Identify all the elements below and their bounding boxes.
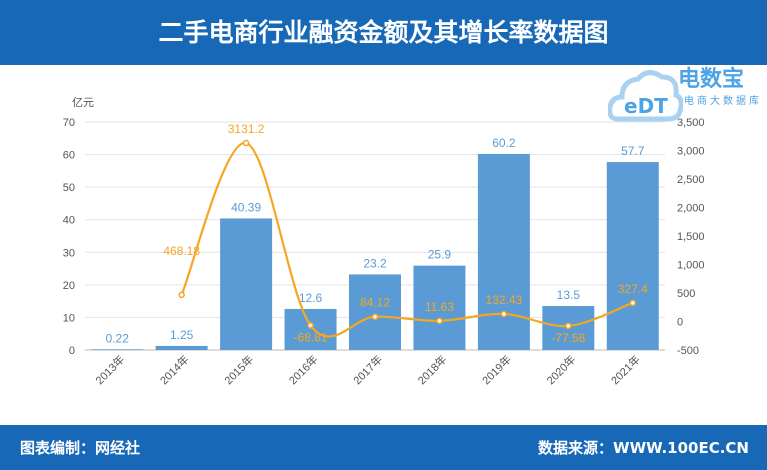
footer-credit: 图表编制：网经社 — [20, 439, 141, 457]
y-tick-label: 40 — [63, 215, 75, 227]
footer-source: 数据来源：WWW.100EC.CN — [538, 439, 749, 457]
growth-value-label: -77.58 — [551, 331, 585, 345]
cloud-logo-icon: eDT — [608, 70, 683, 122]
bar-value-label: 13.5 — [557, 288, 581, 302]
growth-value-label: 132.43 — [486, 293, 523, 307]
x-tick-label: 2019年 — [479, 352, 514, 387]
bar-value-label: 1.25 — [170, 328, 194, 342]
bar-value-label: 40.39 — [231, 200, 261, 214]
x-tick-label: 2017年 — [350, 352, 385, 387]
growth-value-label: 327.4 — [618, 282, 648, 296]
growth-value-label: 468.18 — [163, 244, 200, 258]
x-tick-label: 2014年 — [157, 352, 192, 387]
growth-point — [629, 299, 637, 307]
bar — [155, 345, 208, 350]
y-tick-label: 10 — [63, 312, 75, 324]
growth-point — [178, 291, 185, 299]
growth-value-label: 11.63 — [425, 300, 454, 314]
growth-point — [242, 139, 250, 147]
x-tick-label: 2021年 — [608, 352, 643, 387]
bar — [413, 265, 466, 350]
bar — [284, 308, 337, 350]
growth-point — [307, 322, 314, 329]
growth-point — [565, 322, 572, 330]
logo-name: 电数宝 — [678, 67, 745, 92]
bar-value-label: 60.2 — [492, 136, 516, 150]
y2-tick-label: 1,500 — [677, 231, 705, 243]
y2-tick-label: 2,500 — [677, 174, 705, 186]
y-axis-label: 亿元 — [72, 96, 94, 109]
y2-tick-label: 1,000 — [677, 260, 705, 272]
logo-subtitle: 电商大数据库 — [684, 96, 762, 107]
bar-value-label: 0.22 — [106, 331, 130, 345]
x-tick-label: 2016年 — [286, 352, 321, 387]
bar — [606, 162, 659, 350]
y-tick-label: 50 — [63, 182, 75, 194]
y2-tick-label: -500 — [677, 345, 699, 357]
growth-value-label: 3131.2 — [228, 122, 265, 136]
y-tick-label: 70 — [63, 117, 75, 129]
growth-point — [500, 310, 508, 318]
y-tick-label: 20 — [63, 280, 75, 292]
y2-tick-label: 0 — [677, 317, 683, 329]
x-tick-label: 2018年 — [415, 352, 450, 387]
bar-value-label: 25.9 — [428, 248, 452, 262]
bar-value-label: 57.7 — [621, 144, 645, 158]
x-tick-label: 2015年 — [221, 352, 256, 387]
y2-tick-label: 2,000 — [677, 203, 705, 215]
growth-point — [436, 317, 443, 325]
bar — [349, 274, 401, 350]
y-tick-label: 0 — [69, 345, 75, 357]
bar-value-label: 23.2 — [363, 256, 387, 270]
growth-value-label: 84.12 — [360, 296, 390, 310]
y2-tick-label: 500 — [677, 288, 695, 300]
chart: 亿元 0 10 20 30 40 50 60 70 -500 0 500 1,000 1,500 2,000… — [63, 96, 705, 387]
x-tick-label: 2020年 — [543, 352, 578, 387]
y-tick-label: 60 — [63, 150, 75, 162]
growth-value-label: -68.81 — [294, 330, 328, 344]
y2-tick-label: 3,000 — [677, 146, 705, 158]
bar-value-label: 12.6 — [299, 291, 323, 305]
footer: 图表编制：网经社 数据来源：WWW.100EC.CN — [0, 425, 767, 470]
x-tick-label: 2013年 — [92, 352, 127, 387]
svg-text:eDT: eDT — [624, 94, 668, 118]
growth-point — [371, 313, 379, 320]
bar — [477, 153, 530, 350]
y-tick-label: 30 — [63, 247, 75, 259]
y2-tick-label: 3,500 — [677, 117, 705, 129]
chart-title: 二手电商行业融资金额及其增长率数据图 — [0, 0, 767, 65]
bar — [91, 349, 144, 350]
bar — [220, 218, 273, 350]
